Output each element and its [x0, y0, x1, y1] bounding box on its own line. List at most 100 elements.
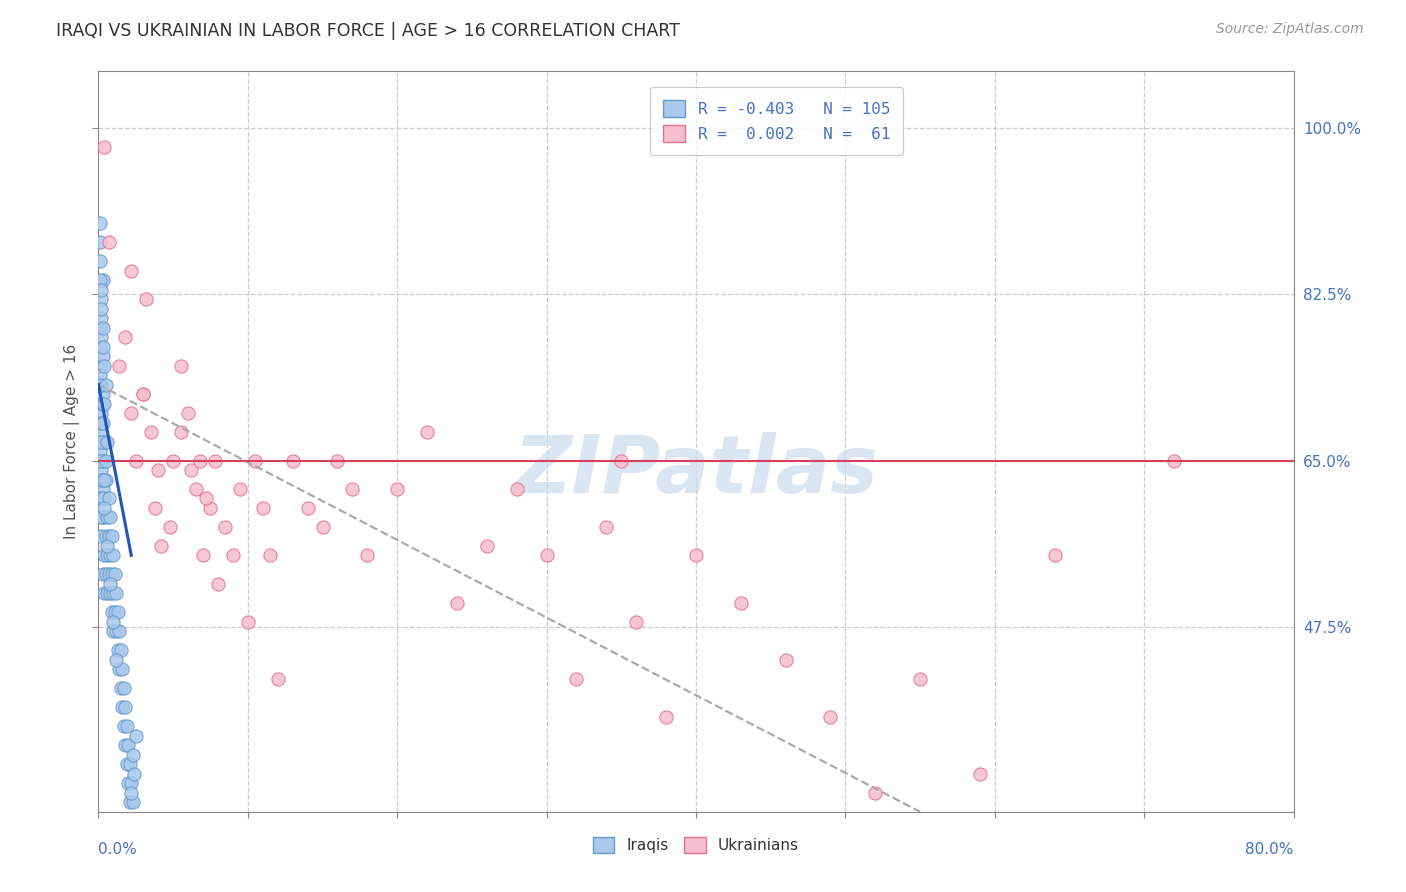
Text: Source: ZipAtlas.com: Source: ZipAtlas.com — [1216, 22, 1364, 37]
Point — [103, 624, 125, 639]
Point — [108, 359, 131, 373]
Point — [90, 416, 112, 430]
Point — [416, 425, 439, 439]
Point — [98, 577, 122, 591]
Point — [91, 510, 114, 524]
Point — [89, 444, 111, 458]
Point — [97, 235, 120, 250]
Point — [169, 425, 191, 439]
Point — [89, 273, 111, 287]
Text: 80.0%: 80.0% — [1246, 842, 1294, 857]
Text: IRAQI VS UKRAINIAN IN LABOR FORCE | AGE > 16 CORRELATION CHART: IRAQI VS UKRAINIAN IN LABOR FORCE | AGE … — [56, 22, 681, 40]
Point — [125, 453, 148, 467]
Point — [90, 292, 112, 306]
Point — [730, 596, 752, 610]
Point — [98, 510, 122, 524]
Point — [385, 482, 409, 496]
Point — [101, 606, 124, 620]
Point — [91, 482, 114, 496]
Point — [139, 425, 162, 439]
Point — [191, 549, 214, 563]
Point — [229, 482, 252, 496]
Point — [200, 500, 222, 515]
Point — [267, 672, 290, 686]
Point — [204, 453, 226, 467]
Point — [115, 719, 138, 733]
Point — [115, 757, 138, 772]
Point — [969, 766, 991, 780]
Point — [446, 596, 468, 610]
Point — [90, 377, 112, 392]
Point — [281, 453, 304, 467]
Point — [162, 453, 184, 467]
Point — [91, 473, 114, 487]
Point — [91, 340, 114, 354]
Point — [98, 549, 122, 563]
Point — [111, 700, 134, 714]
Point — [89, 340, 111, 354]
Point — [120, 406, 142, 420]
Point — [91, 273, 114, 287]
Point — [90, 330, 112, 344]
Point — [89, 377, 111, 392]
Point — [297, 500, 319, 515]
Point — [103, 549, 125, 563]
Point — [94, 567, 117, 582]
Point — [117, 739, 139, 753]
Point — [908, 672, 931, 686]
Point — [90, 529, 112, 543]
Point — [104, 567, 127, 582]
Point — [506, 482, 529, 496]
Point — [107, 606, 129, 620]
Point — [89, 368, 111, 383]
Point — [108, 662, 131, 676]
Point — [97, 529, 120, 543]
Point — [91, 396, 114, 410]
Point — [132, 387, 155, 401]
Text: ZIPatlas: ZIPatlas — [513, 432, 879, 510]
Point — [91, 491, 114, 506]
Point — [207, 577, 229, 591]
Point — [101, 529, 124, 543]
Point — [259, 549, 281, 563]
Point — [475, 539, 498, 553]
Point — [89, 235, 111, 250]
Point — [626, 615, 648, 629]
Point — [1043, 549, 1066, 563]
Point — [103, 615, 125, 629]
Point — [236, 615, 259, 629]
Point — [96, 586, 118, 600]
Point — [90, 283, 112, 297]
Point — [93, 549, 115, 563]
Point — [94, 453, 117, 467]
Point — [108, 624, 131, 639]
Point — [245, 453, 267, 467]
Point — [150, 539, 173, 553]
Point — [118, 757, 141, 772]
Point — [114, 739, 136, 753]
Point — [96, 434, 118, 449]
Point — [121, 795, 143, 809]
Point — [610, 453, 633, 467]
Point — [125, 729, 148, 743]
Point — [105, 586, 128, 600]
Point — [89, 359, 111, 373]
Point — [110, 681, 132, 696]
Point — [135, 292, 157, 306]
Point — [820, 710, 842, 724]
Point — [356, 549, 378, 563]
Legend: Iraqis, Ukrainians: Iraqis, Ukrainians — [586, 830, 806, 860]
Point — [90, 311, 112, 326]
Point — [97, 491, 120, 506]
Point — [111, 662, 134, 676]
Point — [101, 567, 124, 582]
Point — [90, 301, 112, 316]
Point — [110, 643, 132, 657]
Point — [124, 766, 146, 780]
Point — [117, 776, 139, 790]
Point — [342, 482, 364, 496]
Point — [93, 473, 115, 487]
Point — [94, 377, 117, 392]
Point — [91, 453, 114, 467]
Point — [103, 586, 125, 600]
